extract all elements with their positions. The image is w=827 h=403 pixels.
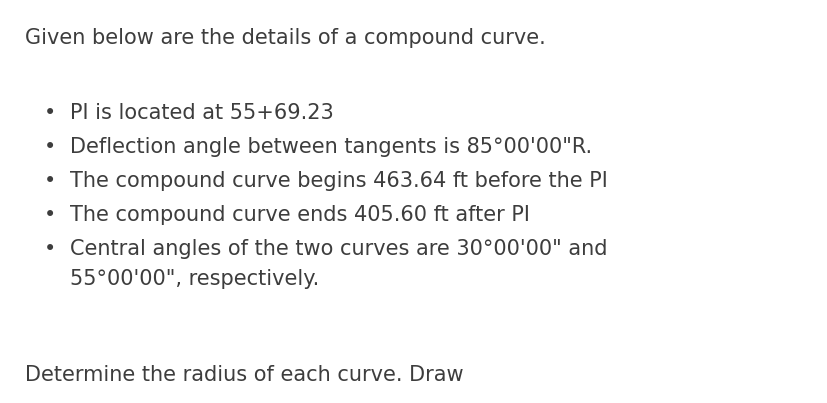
Text: Central angles of the two curves are 30°00'00" and: Central angles of the two curves are 30°… xyxy=(70,239,607,259)
Text: •: • xyxy=(44,103,56,123)
Text: 55°00'00", respectively.: 55°00'00", respectively. xyxy=(70,269,319,289)
Text: PI is located at 55+69.23: PI is located at 55+69.23 xyxy=(70,103,333,123)
Text: •: • xyxy=(44,205,56,225)
Text: Deflection angle between tangents is 85°00'00"R.: Deflection angle between tangents is 85°… xyxy=(70,137,591,157)
Text: •: • xyxy=(44,239,56,259)
Text: The compound curve ends 405.60 ft after PI: The compound curve ends 405.60 ft after … xyxy=(70,205,529,225)
Text: The compound curve begins 463.64 ft before the PI: The compound curve begins 463.64 ft befo… xyxy=(70,171,607,191)
Text: Determine the radius of each curve. Draw: Determine the radius of each curve. Draw xyxy=(25,365,463,385)
Text: •: • xyxy=(44,137,56,157)
Text: Given below are the details of a compound curve.: Given below are the details of a compoun… xyxy=(25,28,545,48)
Text: •: • xyxy=(44,171,56,191)
